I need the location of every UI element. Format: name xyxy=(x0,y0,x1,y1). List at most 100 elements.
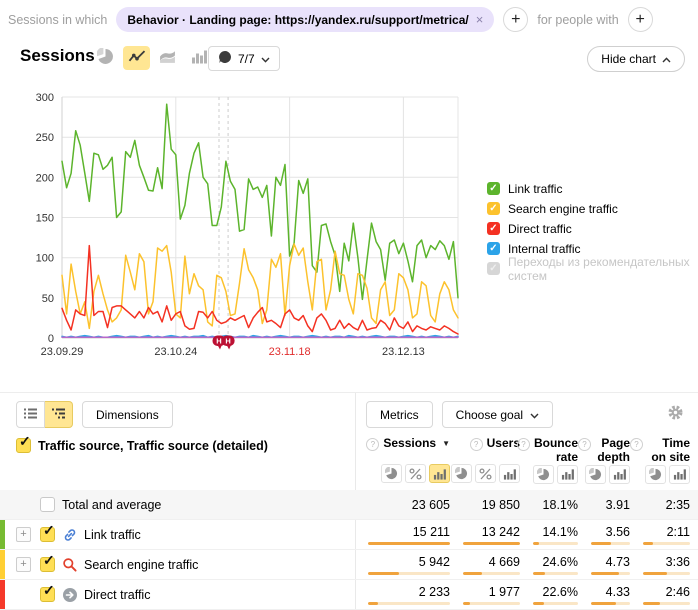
table-row[interactable]: +Search engine traffic5 9424 66924.6%4.7… xyxy=(0,550,698,580)
metric-cell: 2:35 xyxy=(630,490,690,519)
metric-share-bar xyxy=(533,542,578,545)
svg-text:0: 0 xyxy=(48,333,54,345)
metric-value: 2:46 xyxy=(666,585,690,599)
legend-checkbox[interactable]: ✓ xyxy=(487,262,500,275)
metric-display-toggles xyxy=(451,464,520,483)
help-icon[interactable]: ? xyxy=(470,438,483,451)
percent-toggle-button[interactable] xyxy=(475,464,496,483)
row-checkbox[interactable] xyxy=(40,497,55,512)
help-icon[interactable]: ? xyxy=(578,438,591,451)
table-row[interactable]: Direct traffic2 2331 97722.6%4.332:46 xyxy=(0,580,698,610)
page-title: Sessions xyxy=(20,46,95,66)
add-condition-button[interactable]: + xyxy=(503,7,528,32)
metric-cell: 24.6% xyxy=(520,550,578,579)
metric-share-bar xyxy=(368,542,450,545)
metric-value: 2:35 xyxy=(666,498,690,512)
hide-chart-button[interactable]: Hide chart xyxy=(587,46,685,72)
metric-share-bar xyxy=(368,602,450,605)
legend-checkbox[interactable]: ✓ xyxy=(487,222,500,235)
segment-chip-label: Behavior · Landing page: https://yandex.… xyxy=(127,13,468,27)
bars-toggle-button[interactable] xyxy=(669,465,690,484)
svg-text:23.12.13: 23.12.13 xyxy=(382,346,425,358)
view-mode-toggle xyxy=(16,401,73,428)
annotation-marker[interactable]: Н xyxy=(222,336,235,350)
help-icon[interactable]: ? xyxy=(630,438,643,451)
row-color-strip xyxy=(0,580,5,609)
metric-cell: 18.1% xyxy=(520,490,578,519)
table-row[interactable]: Total and average23 60519 85018.1%3.912:… xyxy=(0,490,698,520)
metrics-button[interactable]: Metrics xyxy=(366,401,433,428)
pie-toggle-button[interactable] xyxy=(645,465,666,484)
metric-value: 18.1% xyxy=(543,498,578,512)
annotations-dropdown[interactable]: 7/7 xyxy=(208,46,280,71)
line-chart-type-button[interactable] xyxy=(123,46,150,70)
hide-chart-label: Hide chart xyxy=(601,52,656,66)
legend-item[interactable]: ✓Переходы из рекомендательных систем xyxy=(487,262,698,275)
metric-cell: 4.33 xyxy=(578,580,630,609)
metric-header[interactable]: ?Time on site xyxy=(630,437,690,465)
legend-item[interactable]: ✓Search engine traffic xyxy=(487,202,698,215)
metric-cell: 4.73 xyxy=(578,550,630,579)
pie-toggle-button[interactable] xyxy=(381,464,402,483)
stacked-area-type-button[interactable] xyxy=(154,46,181,70)
legend-checkbox[interactable]: ✓ xyxy=(487,182,500,195)
chart-legend: ✓Link traffic ✓Search engine traffic ✓Dire… xyxy=(487,182,698,275)
legend-item[interactable]: ✓Direct traffic xyxy=(487,222,698,235)
metric-share-bar xyxy=(533,602,578,605)
metric-cell: 15 211 xyxy=(355,520,450,549)
legend-item[interactable]: ✓Link traffic xyxy=(487,182,698,195)
choose-goal-dropdown[interactable]: Choose goal xyxy=(442,401,553,428)
row-checkbox[interactable] xyxy=(40,527,55,542)
dimension-header-label: Traffic source, Traffic source (detailed… xyxy=(38,439,268,453)
chevron-down-icon xyxy=(261,52,270,66)
chip-close-icon[interactable]: × xyxy=(476,12,484,27)
row-color-strip xyxy=(0,520,5,549)
metric-value: 3:36 xyxy=(666,555,690,569)
legend-checkbox[interactable]: ✓ xyxy=(487,242,500,255)
metric-column-header: ?Sessions▼ xyxy=(355,431,450,490)
metric-value: 15 211 xyxy=(413,525,450,539)
pie-toggle-button[interactable] xyxy=(451,464,472,483)
bars-toggle-button[interactable] xyxy=(609,465,630,484)
legend-item[interactable]: ✓Internal traffic xyxy=(487,242,698,255)
metric-value: 4 669 xyxy=(489,555,520,569)
segment-chip[interactable]: Behavior · Landing page: https://yandex.… xyxy=(116,7,494,32)
filter-prefix-label: Sessions in which xyxy=(8,13,107,27)
table-settings-button[interactable] xyxy=(667,404,684,424)
tree-view-button[interactable] xyxy=(45,401,73,428)
metric-header[interactable]: ?Sessions▼ xyxy=(366,437,450,451)
annotations-count: 7/7 xyxy=(238,52,255,66)
search-traffic-icon xyxy=(62,557,77,572)
pie-toggle-button[interactable] xyxy=(585,465,606,484)
bars-toggle-button[interactable] xyxy=(429,464,450,483)
help-icon[interactable]: ? xyxy=(366,438,379,451)
row-checkbox[interactable] xyxy=(40,587,55,602)
dimension-header-checkbox[interactable] xyxy=(16,438,31,453)
bars-toggle-button[interactable] xyxy=(557,465,578,484)
metric-cell: 14.1% xyxy=(520,520,578,549)
list-view-button[interactable] xyxy=(16,401,45,428)
metric-cell: 3.56 xyxy=(578,520,630,549)
percent-toggle-button[interactable] xyxy=(405,464,426,483)
row-checkbox[interactable] xyxy=(40,557,55,572)
expand-row-button[interactable]: + xyxy=(16,527,31,542)
legend-checkbox[interactable]: ✓ xyxy=(487,202,500,215)
pie-chart-type-button[interactable] xyxy=(92,46,119,70)
table-row[interactable]: +Link traffic15 21113 24214.1%3.562:11 xyxy=(0,520,698,550)
svg-text:Н: Н xyxy=(225,337,230,346)
metric-cell: 2:46 xyxy=(630,580,690,609)
metric-share-bar xyxy=(533,572,578,575)
metric-header[interactable]: ?Bounce rate xyxy=(517,437,578,465)
pie-toggle-button[interactable] xyxy=(533,465,554,484)
segment-filter-bar: Sessions in which Behavior · Landing pag… xyxy=(8,7,653,32)
help-icon[interactable]: ? xyxy=(517,438,530,451)
expand-row-button[interactable]: + xyxy=(16,557,31,572)
metric-header[interactable]: ? Page depth xyxy=(578,437,630,465)
dimensions-button[interactable]: Dimensions xyxy=(82,401,173,428)
metric-label: Page depth xyxy=(595,437,630,465)
sessions-line-chart[interactable]: 050100150200250300НН23.09.2923.10.2423.1… xyxy=(20,85,480,363)
svg-text:50: 50 xyxy=(42,293,54,305)
add-people-condition-button[interactable]: + xyxy=(628,7,653,32)
metric-header[interactable]: ?Users xyxy=(470,437,520,451)
bars-toggle-button[interactable] xyxy=(499,464,520,483)
